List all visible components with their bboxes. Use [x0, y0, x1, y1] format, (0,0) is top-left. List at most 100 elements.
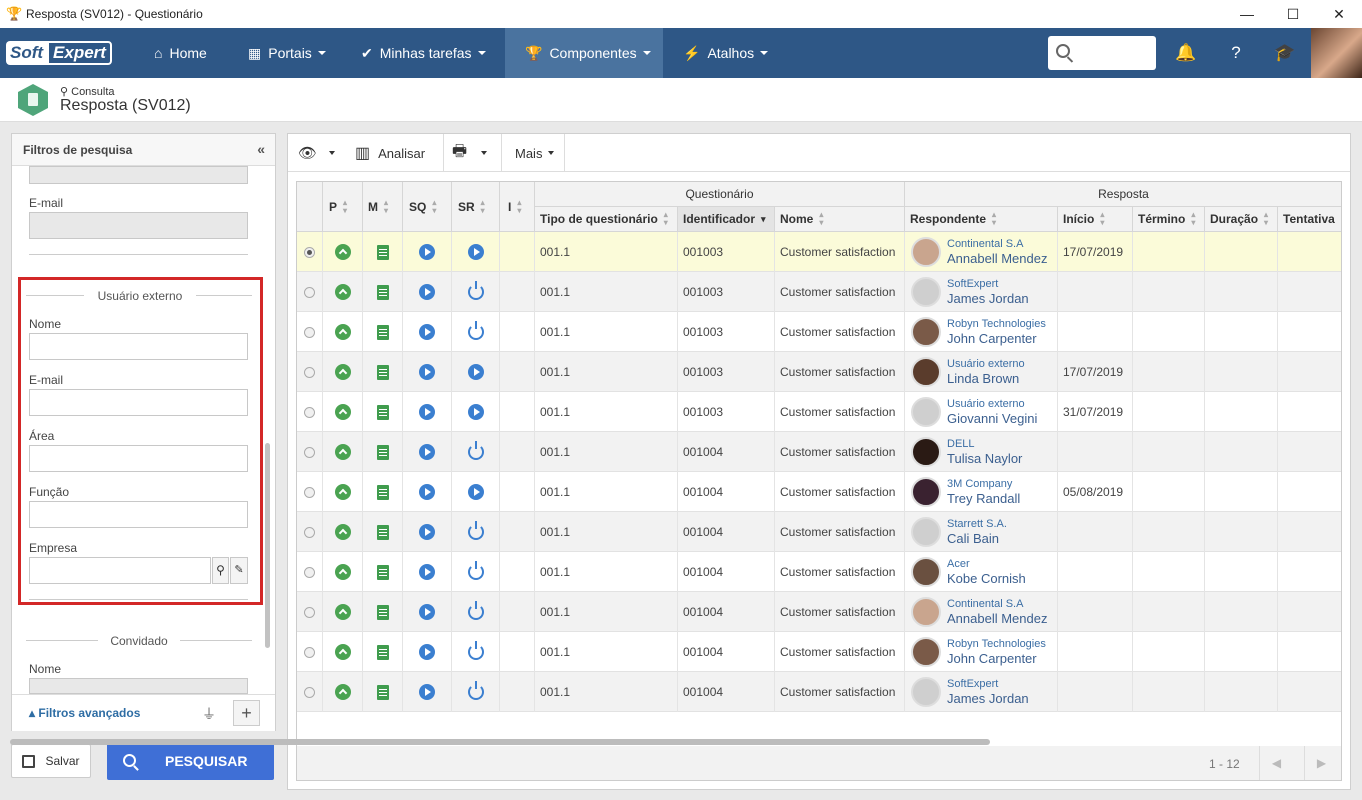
- cell-p[interactable]: [323, 272, 363, 312]
- cell-p[interactable]: [323, 632, 363, 672]
- row-select-radio[interactable]: [297, 392, 323, 432]
- col-header-p[interactable]: P ▴ ▾: [323, 182, 363, 232]
- cell-p[interactable]: [323, 432, 363, 472]
- cell-respondente[interactable]: Robyn Technologies John Carpenter: [905, 312, 1058, 352]
- more-button[interactable]: Mais: [515, 134, 555, 172]
- cell-m[interactable]: [363, 472, 403, 512]
- row-select-radio[interactable]: [297, 512, 323, 552]
- cell-m[interactable]: [363, 632, 403, 672]
- row-select-radio[interactable]: [297, 272, 323, 312]
- cell-sq[interactable]: [403, 472, 452, 512]
- cell-p[interactable]: [323, 672, 363, 712]
- cell-sq[interactable]: [403, 592, 452, 632]
- cell-p[interactable]: [323, 512, 363, 552]
- cell-sq[interactable]: [403, 392, 452, 432]
- nav-minhas-tarefas[interactable]: ✔ Minhas tarefas: [361, 28, 486, 78]
- cell-sr[interactable]: [452, 432, 500, 472]
- cell-respondente[interactable]: Robyn Technologies John Carpenter: [905, 632, 1058, 672]
- cell-sr[interactable]: [452, 272, 500, 312]
- cell-m[interactable]: [363, 392, 403, 432]
- col-header-tentativa[interactable]: Tentativa: [1278, 207, 1341, 232]
- cell-sr[interactable]: [452, 632, 500, 672]
- softexpert-logo[interactable]: Soft Expert: [6, 40, 112, 66]
- col-header-m[interactable]: M ▴ ▾: [363, 182, 403, 232]
- minimize-button[interactable]: —: [1240, 6, 1254, 22]
- cell-m[interactable]: [363, 312, 403, 352]
- cell-respondente[interactable]: Continental S.A Annabell Mendez: [905, 232, 1058, 272]
- cell-p[interactable]: [323, 392, 363, 432]
- cell-p[interactable]: [323, 232, 363, 272]
- col-header-identificador[interactable]: Identificador ▾: [678, 207, 775, 232]
- table-row[interactable]: 001.1 001003 Customer satisfaction SoftExpe…: [297, 272, 1341, 312]
- user-avatar[interactable]: [1311, 28, 1362, 78]
- table-row[interactable]: 001.1 001003 Customer satisfaction Usuário …: [297, 352, 1341, 392]
- print-button[interactable]: 🖶: [452, 134, 488, 172]
- cell-respondente[interactable]: Usuário externo Giovanni Vegini: [905, 392, 1058, 432]
- cell-sr[interactable]: [452, 392, 500, 432]
- col-header-sq[interactable]: SQ ▴ ▾: [403, 182, 452, 232]
- cell-m[interactable]: [363, 552, 403, 592]
- cell-m[interactable]: [363, 592, 403, 632]
- cell-m[interactable]: [363, 672, 403, 712]
- cell-respondente[interactable]: Starrett S.A. Cali Bain: [905, 512, 1058, 552]
- col-header-tipo[interactable]: Tipo de questionário ▴ ▾: [535, 207, 678, 232]
- col-header-i[interactable]: I ▴ ▾: [500, 182, 535, 232]
- help-icon[interactable]: ?: [1231, 43, 1241, 62]
- row-select-radio[interactable]: [297, 432, 323, 472]
- empresa-input[interactable]: [29, 557, 211, 584]
- table-row[interactable]: 001.1 001003 Customer satisfaction Usuário …: [297, 392, 1341, 432]
- row-select-radio[interactable]: [297, 312, 323, 352]
- row-select-radio[interactable]: [297, 232, 323, 272]
- analyze-button[interactable]: ▥ Analisar: [355, 134, 425, 172]
- next-page-button[interactable]: ▶: [1304, 746, 1338, 780]
- save-button[interactable]: Salvar: [11, 744, 91, 778]
- grid-horizontal-scrollbar[interactable]: [10, 739, 990, 745]
- search-button[interactable]: PESQUISAR: [107, 742, 274, 780]
- table-row[interactable]: 001.1 001004 Customer satisfaction Robyn Te…: [297, 632, 1341, 672]
- cell-sq[interactable]: [403, 232, 452, 272]
- cell-m[interactable]: [363, 272, 403, 312]
- col-header-termino[interactable]: Término ▴ ▾: [1133, 207, 1205, 232]
- table-row[interactable]: 001.1 001004 Customer satisfaction Continen…: [297, 592, 1341, 632]
- graduation-cap-icon[interactable]: 🎓: [1274, 43, 1296, 62]
- cell-sr[interactable]: [452, 352, 500, 392]
- cell-m[interactable]: [363, 232, 403, 272]
- collapse-icon[interactable]: «: [257, 141, 265, 157]
- row-select-radio[interactable]: [297, 592, 323, 632]
- table-row[interactable]: 001.1 001003 Customer satisfaction Robyn Te…: [297, 312, 1341, 352]
- cell-sq[interactable]: [403, 352, 452, 392]
- row-select-radio[interactable]: [297, 632, 323, 672]
- cell-sr[interactable]: [452, 232, 500, 272]
- cell-m[interactable]: [363, 352, 403, 392]
- advanced-filters-toggle[interactable]: ▴ Filtros avançados: [29, 706, 141, 720]
- prev-page-button[interactable]: ◀: [1259, 746, 1293, 780]
- cell-p[interactable]: [323, 312, 363, 352]
- col-header-inicio[interactable]: Início ▴ ▾: [1058, 207, 1133, 232]
- add-filter-button[interactable]: +: [233, 700, 260, 726]
- table-row[interactable]: 001.1 001004 Customer satisfaction Starrett…: [297, 512, 1341, 552]
- cell-sq[interactable]: [403, 632, 452, 672]
- table-row[interactable]: 001.1 001004 Customer satisfaction SoftExpe…: [297, 672, 1341, 712]
- cell-p[interactable]: [323, 472, 363, 512]
- cell-respondente[interactable]: Usuário externo Linda Brown: [905, 352, 1058, 392]
- cell-sr[interactable]: [452, 472, 500, 512]
- col-header-sr[interactable]: SR ▴ ▾: [452, 182, 500, 232]
- cell-m[interactable]: [363, 512, 403, 552]
- clear-brush-icon[interactable]: ✎: [230, 557, 248, 584]
- cell-sq[interactable]: [403, 512, 452, 552]
- cell-respondente[interactable]: Acer Kobe Cornish: [905, 552, 1058, 592]
- col-header-nome[interactable]: Nome ▴ ▾: [775, 207, 905, 232]
- cell-p[interactable]: [323, 552, 363, 592]
- cell-sq[interactable]: [403, 552, 452, 592]
- cell-respondente[interactable]: 3M Company Trey Randall: [905, 472, 1058, 512]
- cell-sr[interactable]: [452, 552, 500, 592]
- nav-atalhos[interactable]: ⚡ Atalhos: [683, 28, 769, 78]
- broom-icon[interactable]: ⏚: [202, 706, 216, 722]
- close-button[interactable]: ✕: [1333, 5, 1345, 22]
- nome-input[interactable]: [29, 333, 248, 360]
- cell-respondente[interactable]: SoftExpert James Jordan: [905, 272, 1058, 312]
- cell-sr[interactable]: [452, 592, 500, 632]
- cell-p[interactable]: [323, 352, 363, 392]
- cell-sr[interactable]: [452, 672, 500, 712]
- cell-respondente[interactable]: DELL Tulisa Naylor: [905, 432, 1058, 472]
